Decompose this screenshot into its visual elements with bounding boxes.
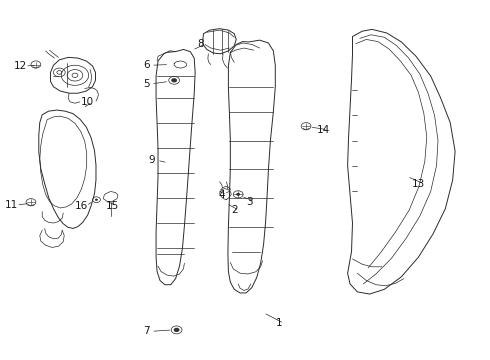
- Text: 10: 10: [81, 97, 94, 107]
- Text: 1: 1: [276, 319, 283, 328]
- Text: 6: 6: [143, 60, 149, 70]
- Circle shape: [236, 193, 240, 196]
- Text: 4: 4: [219, 190, 225, 200]
- Text: 16: 16: [74, 201, 88, 211]
- Text: 11: 11: [5, 200, 18, 210]
- Text: 14: 14: [317, 125, 330, 135]
- Circle shape: [95, 199, 98, 201]
- Text: 15: 15: [105, 201, 119, 211]
- Circle shape: [171, 78, 177, 82]
- Text: 12: 12: [14, 61, 27, 71]
- Text: 3: 3: [246, 197, 253, 207]
- Text: 7: 7: [143, 326, 149, 336]
- Text: 5: 5: [143, 79, 149, 89]
- Text: 13: 13: [412, 179, 425, 189]
- Circle shape: [173, 328, 179, 332]
- Text: 8: 8: [197, 39, 204, 49]
- Text: 2: 2: [231, 206, 238, 216]
- Text: 9: 9: [149, 155, 155, 165]
